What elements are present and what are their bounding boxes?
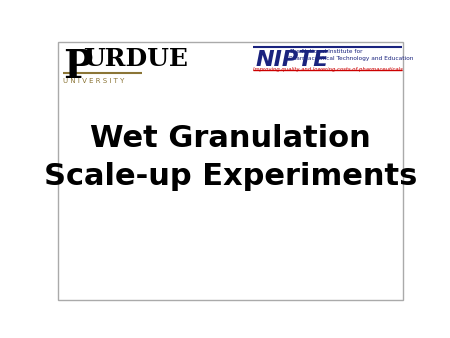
Text: U N I V E R S I T Y: U N I V E R S I T Y: [63, 78, 125, 84]
Text: Pharmaceutical Technology and Education: Pharmaceutical Technology and Education: [289, 56, 414, 61]
Text: URDUE: URDUE: [83, 47, 188, 71]
Text: Improving quality and lowering costs of pharmaceuticals: Improving quality and lowering costs of …: [253, 67, 403, 72]
Text: P: P: [63, 48, 93, 87]
Text: The National Institute for: The National Institute for: [289, 49, 363, 54]
Text: NIPTE: NIPTE: [256, 50, 329, 70]
Text: Wet Granulation
Scale-up Experiments: Wet Granulation Scale-up Experiments: [44, 124, 417, 191]
